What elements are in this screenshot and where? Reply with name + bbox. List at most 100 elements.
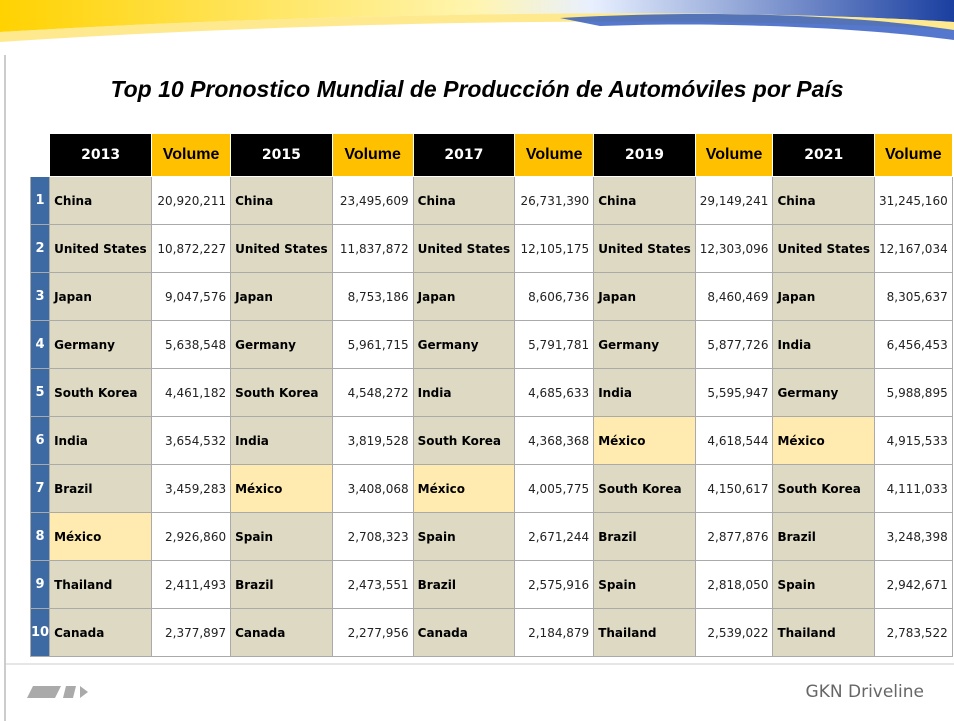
volume-cell: 4,915,533 — [874, 416, 953, 465]
rank-cell: 5 — [29, 368, 51, 417]
table-row: 4 Germany 5,638,548 Germany 5,961,715 Germany… — [29, 320, 953, 369]
volume-cell: 4,368,368 — [514, 416, 595, 465]
header-row: 2013 Volume 2015 Volume 2017 Volume 2019 Volume… — [29, 133, 953, 177]
volume-cell: 5,595,947 — [694, 368, 774, 417]
volume-cell: 4,111,033 — [874, 464, 953, 513]
volume-cell: 2,411,493 — [151, 560, 232, 609]
country-cell: México — [230, 464, 333, 513]
country-cell: Canada — [412, 608, 516, 657]
country-cell: China — [49, 176, 153, 225]
volume-cell: 5,961,715 — [331, 320, 414, 369]
volume-cell: 2,877,876 — [694, 512, 774, 561]
banner — [0, 0, 954, 42]
title: Top 10 Pronostico Mundial de Producción … — [110, 76, 844, 102]
volume-cell: 5,638,548 — [151, 320, 232, 369]
country-cell: India — [412, 368, 516, 417]
country-cell: Germany — [772, 368, 875, 417]
volume-cell: 2,783,522 — [874, 608, 953, 657]
country-cell: Germany — [49, 320, 153, 369]
volume-cell: 23,495,609 — [331, 176, 414, 225]
volume-cell: 3,819,528 — [331, 416, 414, 465]
header-cell: Volume — [874, 133, 953, 177]
volume-cell: 3,248,398 — [874, 512, 953, 561]
country-cell: Spain — [772, 560, 875, 609]
country-cell: Germany — [593, 320, 696, 369]
rank-cell: 4 — [29, 320, 51, 369]
country-cell: South Korea — [412, 416, 516, 465]
header-cell: 2013 — [49, 133, 153, 177]
country-cell: South Korea — [49, 368, 153, 417]
country-cell: Canada — [49, 608, 153, 657]
volume-cell: 4,618,544 — [694, 416, 774, 465]
volume-cell: 12,105,175 — [514, 224, 595, 273]
country-cell: Japan — [49, 272, 153, 321]
country-cell: Japan — [230, 272, 333, 321]
country-cell: South Korea — [230, 368, 333, 417]
rank-cell: 3 — [29, 272, 51, 321]
country-cell: Brazil — [412, 560, 516, 609]
rank-cell: 1 — [29, 176, 51, 225]
volume-cell: 5,877,726 — [694, 320, 774, 369]
country-cell: Spain — [230, 512, 333, 561]
country-cell: México — [412, 464, 516, 513]
volume-cell: 10,872,227 — [151, 224, 232, 273]
header-cell: 2019 — [593, 133, 696, 177]
country-cell: India — [49, 416, 153, 465]
table-row: 2 United States 10,872,227 United States 11,… — [29, 224, 953, 273]
country-cell: Thailand — [593, 608, 696, 657]
country-cell: Germany — [230, 320, 333, 369]
country-cell: United States — [49, 224, 153, 273]
volume-cell: 5,791,781 — [514, 320, 595, 369]
rank-cell: 10 — [29, 608, 51, 657]
table-row: 7 Brazil 3,459,283 México 3,408,068 México 4,0… — [29, 464, 953, 513]
volume-cell: 3,654,532 — [151, 416, 232, 465]
country-cell: Japan — [772, 272, 875, 321]
country-cell: México — [593, 416, 696, 465]
country-cell: United States — [593, 224, 696, 273]
country-cell: México — [772, 416, 875, 465]
volume-cell: 31,245,160 — [874, 176, 953, 225]
country-cell: China — [412, 176, 516, 225]
header-blank — [29, 133, 51, 177]
country-cell: Thailand — [772, 608, 875, 657]
volume-cell: 20,920,211 — [151, 176, 232, 225]
volume-cell: 8,305,637 — [874, 272, 953, 321]
volume-cell: 9,047,576 — [151, 272, 232, 321]
country-cell: United States — [772, 224, 875, 273]
country-cell: Germany — [412, 320, 516, 369]
volume-cell: 2,184,879 — [514, 608, 595, 657]
header-cell: 2017 — [412, 133, 516, 177]
header-cell: 2021 — [772, 133, 875, 177]
country-cell: Spain — [412, 512, 516, 561]
country-cell: Brazil — [772, 512, 875, 561]
country-cell: South Korea — [772, 464, 875, 513]
country-cell: Brazil — [230, 560, 333, 609]
table-row: 5 South Korea 4,461,182 South Korea 4,548,27… — [29, 368, 953, 417]
volume-cell: 4,548,272 — [331, 368, 414, 417]
volume-cell: 29,149,241 — [694, 176, 774, 225]
volume-cell: 26,731,390 — [514, 176, 595, 225]
volume-cell: 2,473,551 — [331, 560, 414, 609]
volume-cell: 2,277,956 — [331, 608, 414, 657]
country-cell: Japan — [412, 272, 516, 321]
country-cell: Japan — [593, 272, 696, 321]
country-cell: Thailand — [49, 560, 153, 609]
volume-cell: 2,926,860 — [151, 512, 232, 561]
volume-cell: 6,456,453 — [874, 320, 953, 369]
volume-cell: 4,685,633 — [514, 368, 595, 417]
volume-cell: 8,753,186 — [331, 272, 414, 321]
country-cell: México — [49, 512, 153, 561]
country-cell: India — [772, 320, 875, 369]
volume-cell: 2,818,050 — [694, 560, 774, 609]
country-cell: India — [230, 416, 333, 465]
country-cell: South Korea — [593, 464, 696, 513]
rank-cell: 9 — [29, 560, 51, 609]
volume-cell: 3,459,283 — [151, 464, 232, 513]
country-cell: United States — [412, 224, 516, 273]
table-row: 6 India 3,654,532 India 3,819,528 South Korea… — [29, 416, 953, 465]
table-row: 1 China 20,920,211 China 23,495,609 China 26,7… — [29, 176, 953, 225]
rank-cell: 7 — [29, 464, 51, 513]
volume-cell: 2,539,022 — [694, 608, 774, 657]
rank-cell: 8 — [29, 512, 51, 561]
